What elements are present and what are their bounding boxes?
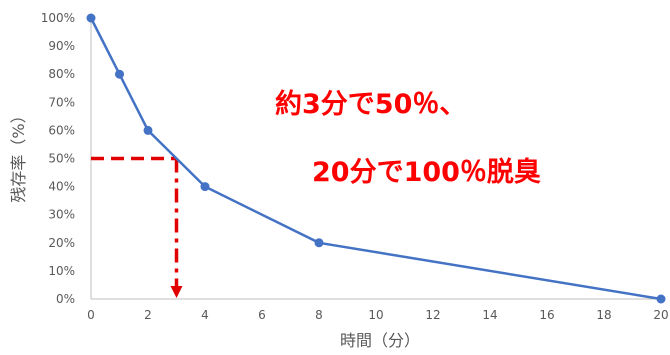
x-tick-label: 2 — [144, 308, 152, 322]
y-tick-label: 100% — [41, 11, 75, 25]
x-tick-label: 16 — [539, 308, 554, 322]
y-axis-title: 残存率（%） — [9, 107, 28, 202]
data-point — [656, 294, 666, 304]
y-tick-label: 50% — [48, 152, 75, 166]
x-tick-label: 6 — [258, 308, 266, 322]
reference-lines — [91, 156, 183, 298]
series-line — [89, 17, 662, 301]
y-tick-label: 10% — [48, 264, 75, 278]
annotation-line-1: 約3分で50％、 — [275, 88, 466, 120]
y-tick-label: 60% — [48, 123, 75, 137]
x-tick-label: 8 — [315, 308, 323, 322]
data-point — [115, 69, 124, 79]
y-tick-label: 70% — [48, 95, 75, 109]
x-tick-label: 4 — [201, 308, 209, 322]
x-axis-title: 時間（分） — [340, 331, 420, 350]
data-point — [86, 13, 96, 23]
x-tick-label: 0 — [87, 308, 95, 322]
x-tick-label: 12 — [425, 308, 440, 322]
data-point — [200, 182, 210, 192]
tick-labels: 0% 10% 20% 30% 40% 50% 60% 70% 80% 90% 100% 0 2 4 6 8 10… — [41, 11, 669, 322]
annotation-line-2: 20分で100％脱臭 — [312, 157, 541, 188]
y-tick-label: 20% — [48, 236, 75, 250]
y-tick-label: 40% — [48, 180, 75, 194]
x-tick-label: 18 — [596, 308, 611, 322]
y-tick-label: 80% — [48, 67, 75, 81]
y-tick-label: 90% — [48, 39, 75, 53]
x-tick-label: 10 — [368, 308, 383, 322]
data-point — [314, 238, 324, 248]
series-layer — [86, 13, 666, 304]
data-point — [143, 125, 153, 135]
x-tick-label: 14 — [482, 308, 497, 322]
x-tick-label: 20 — [653, 308, 668, 322]
y-tick-label: 30% — [48, 208, 75, 222]
y-tick-label: 0% — [56, 292, 75, 306]
reference-arrowhead — [170, 286, 183, 298]
